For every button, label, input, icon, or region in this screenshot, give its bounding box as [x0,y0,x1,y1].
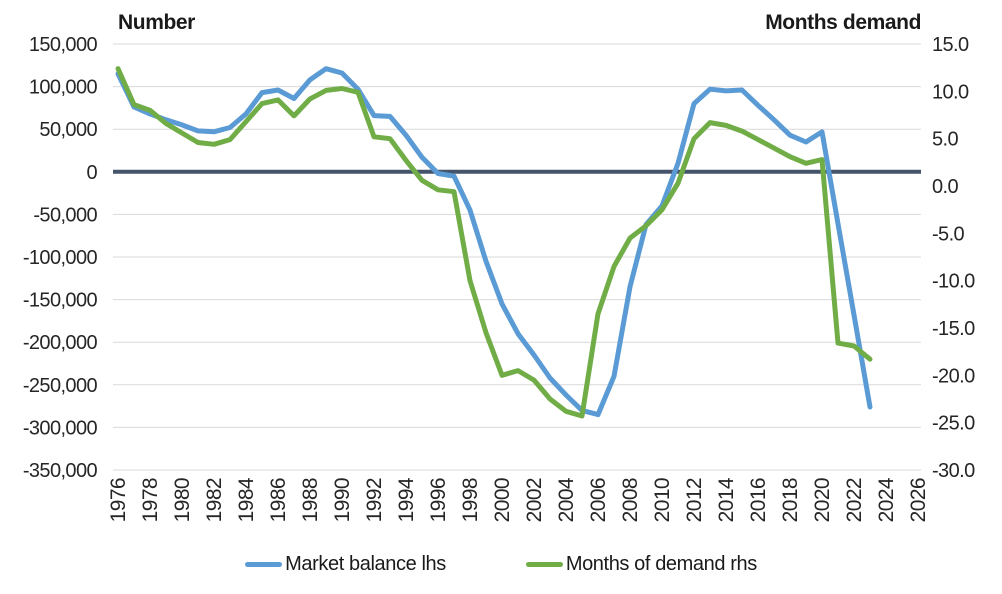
x-axis-tick-label: 1994 [395,477,418,522]
x-axis-tick-label: 1986 [267,478,290,522]
x-axis-tick-label: 2016 [747,478,770,522]
x-axis-tick-label: 1996 [427,478,450,522]
y-axis-tick-label: 100,000 [29,77,98,99]
x-axis-tick-label: 1990 [331,478,354,522]
legend-item-market-balance: Market balance lhs [245,553,446,576]
legend-swatch-months-of-demand [525,562,563,567]
x-axis-tick-label: 2006 [587,478,610,522]
y-axis-tick-label: 50,000 [39,119,97,141]
y2-axis-tick-label: 0.0 [932,176,958,198]
x-axis-tick-label: 1988 [299,478,322,522]
y2-axis-tick-label: -10.0 [932,271,975,293]
x-axis-tick-label: 2002 [523,478,546,522]
x-axis-tick-label: 1992 [363,478,386,522]
y-axis-tick-label: -250,000 [23,375,98,397]
y-axis-tick-label: -300,000 [23,417,98,439]
left-axis-title: Number [118,11,195,34]
x-axis-tick-label: 2024 [875,477,898,522]
y2-axis-tick-label: 5.0 [932,129,958,151]
y-axis-tick-label: -100,000 [23,247,98,269]
y2-axis-tick-label: 15.0 [932,34,969,56]
legend-label-months-of-demand: Months of demand rhs [565,553,757,575]
x-axis-tick-label: 2014 [715,477,738,522]
x-axis-tick-label: 2000 [491,478,514,522]
x-axis-tick-label: 2004 [555,477,578,522]
x-axis-tick-label: 1978 [139,478,162,522]
x-axis-tick-label: 1982 [203,478,226,522]
y-axis-tick-label: -150,000 [23,290,98,312]
legend-label-market-balance: Market balance lhs [285,553,446,575]
series-line-market-balance [115,66,873,418]
x-axis-tick-label: 2012 [683,478,706,522]
x-axis-tick-label: 2020 [811,478,834,522]
x-axis-tick-label: 2010 [651,478,674,522]
series-line-months-of-demand [115,66,873,419]
y2-axis-tick-label: 10.0 [932,81,969,103]
y-axis-tick-label: 150,000 [29,34,98,56]
y-axis-tick-label: 0 [86,162,97,184]
x-axis-tick-label: 1984 [235,477,258,522]
y2-axis-tick-label: -20.0 [932,365,975,387]
y2-axis-tick-label: -5.0 [932,223,965,245]
y2-axis-tick-label: -25.0 [932,413,975,435]
y-axis-tick-label: -50,000 [33,204,97,226]
x-axis-tick-label: 2022 [843,478,866,522]
y2-axis-tick-label: -30.0 [932,460,975,482]
y2-axis-tick-label: -15.0 [932,318,975,340]
x-axis-tick-label: 1998 [459,478,482,522]
y-axis-tick-label: -200,000 [23,332,98,354]
legend: Market balance lhs Months of demand rhs [0,553,1002,576]
x-axis-tick-label: 2008 [619,478,642,522]
legend-item-months-of-demand: Months of demand rhs [525,553,757,576]
legend-swatch-market-balance [245,562,283,567]
right-axis-title: Months demand [765,11,921,34]
x-axis-tick-label: 2018 [779,478,802,522]
y-axis-tick-label: -350,000 [23,460,98,482]
x-axis-tick-label: 1976 [107,478,130,522]
x-axis-tick-label: 1980 [171,478,194,522]
x-axis-tick-label: 2026 [907,478,930,522]
